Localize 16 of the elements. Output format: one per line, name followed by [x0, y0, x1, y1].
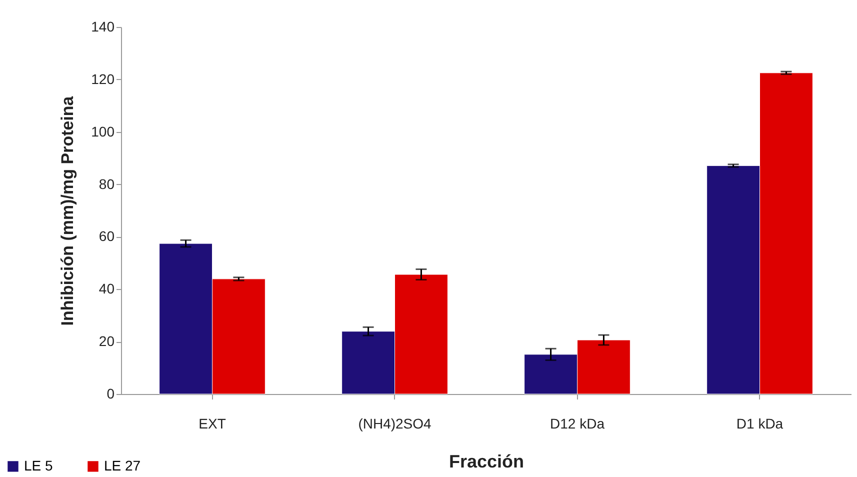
x-tick-label: D1 kDa: [736, 416, 784, 432]
y-axis-title: Inhibición (mm)/mg Proteina: [58, 96, 78, 326]
y-tick-label: 20: [98, 333, 115, 350]
y-tick-label: 40: [98, 280, 115, 297]
y-tick-label: 0: [106, 386, 115, 402]
x-tick-label: (NH4)2SO4: [358, 416, 432, 432]
y-tick-label: 100: [91, 123, 115, 140]
y-tick-label: 80: [98, 176, 115, 192]
y-tick-label: 140: [91, 18, 115, 34]
x-tick-label: EXT: [198, 416, 226, 432]
y-tick-label: 120: [91, 70, 115, 87]
legend-label: LE 5: [24, 457, 54, 474]
legend-label: LE 27: [104, 457, 141, 474]
y-tick-label: 60: [98, 228, 115, 244]
x-axis-title: Fracción: [448, 452, 524, 472]
x-tick-label: D12 kDa: [550, 416, 605, 432]
